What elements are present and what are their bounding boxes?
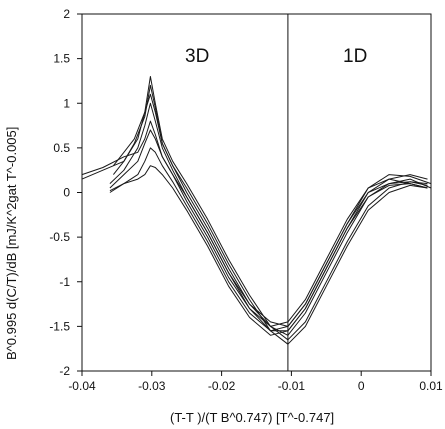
x-tick-label: -0.04 xyxy=(68,379,96,393)
x-tick-label: 0 xyxy=(358,379,365,393)
y-tick-label: 1 xyxy=(63,96,70,110)
series-line-2 xyxy=(113,84,428,345)
y-axis-label: B^0.995 d(C/T)/dB [mJ/K^2gat T^-0.005] xyxy=(4,127,19,360)
x-tick-label: 0.01 xyxy=(419,379,443,393)
region-label-3d: 3D xyxy=(185,46,209,67)
series-layer xyxy=(81,76,432,345)
series-line-5 xyxy=(81,120,432,327)
y-tick-label: 0 xyxy=(63,186,70,200)
series-line-4 xyxy=(109,102,428,332)
series-line-3 xyxy=(81,93,432,336)
y-tick-label: -1 xyxy=(59,275,70,289)
y-tick-label: 0.5 xyxy=(53,141,70,155)
series-line-1 xyxy=(113,76,428,341)
y-tick-label: -1.5 xyxy=(49,319,70,333)
x-tick-label: -0.02 xyxy=(208,379,236,393)
y-axis: 2 1.5 1 0.5 0 -0.5 -1 -1.5 -2 xyxy=(49,7,82,378)
y-tick-label: -2 xyxy=(59,364,70,378)
region-label-1d: 1D xyxy=(343,46,367,67)
y-tick-label: -0.5 xyxy=(49,230,70,244)
x-axis: -0.04 -0.03 -0.02 -0.01 0 0.01 xyxy=(68,371,443,393)
plot-frame xyxy=(81,13,432,372)
y-tick-label: 2 xyxy=(63,7,70,21)
x-axis-label: (T-T )/(T B^0.747) [T^-0.747] xyxy=(170,410,334,425)
y-tick-label: 1.5 xyxy=(53,52,70,66)
series-line-7 xyxy=(109,147,428,332)
series-line-6 xyxy=(109,129,428,327)
x-tick-label: -0.01 xyxy=(278,379,306,393)
x-tick-label: -0.03 xyxy=(138,379,166,393)
series-line-8 xyxy=(109,165,428,336)
